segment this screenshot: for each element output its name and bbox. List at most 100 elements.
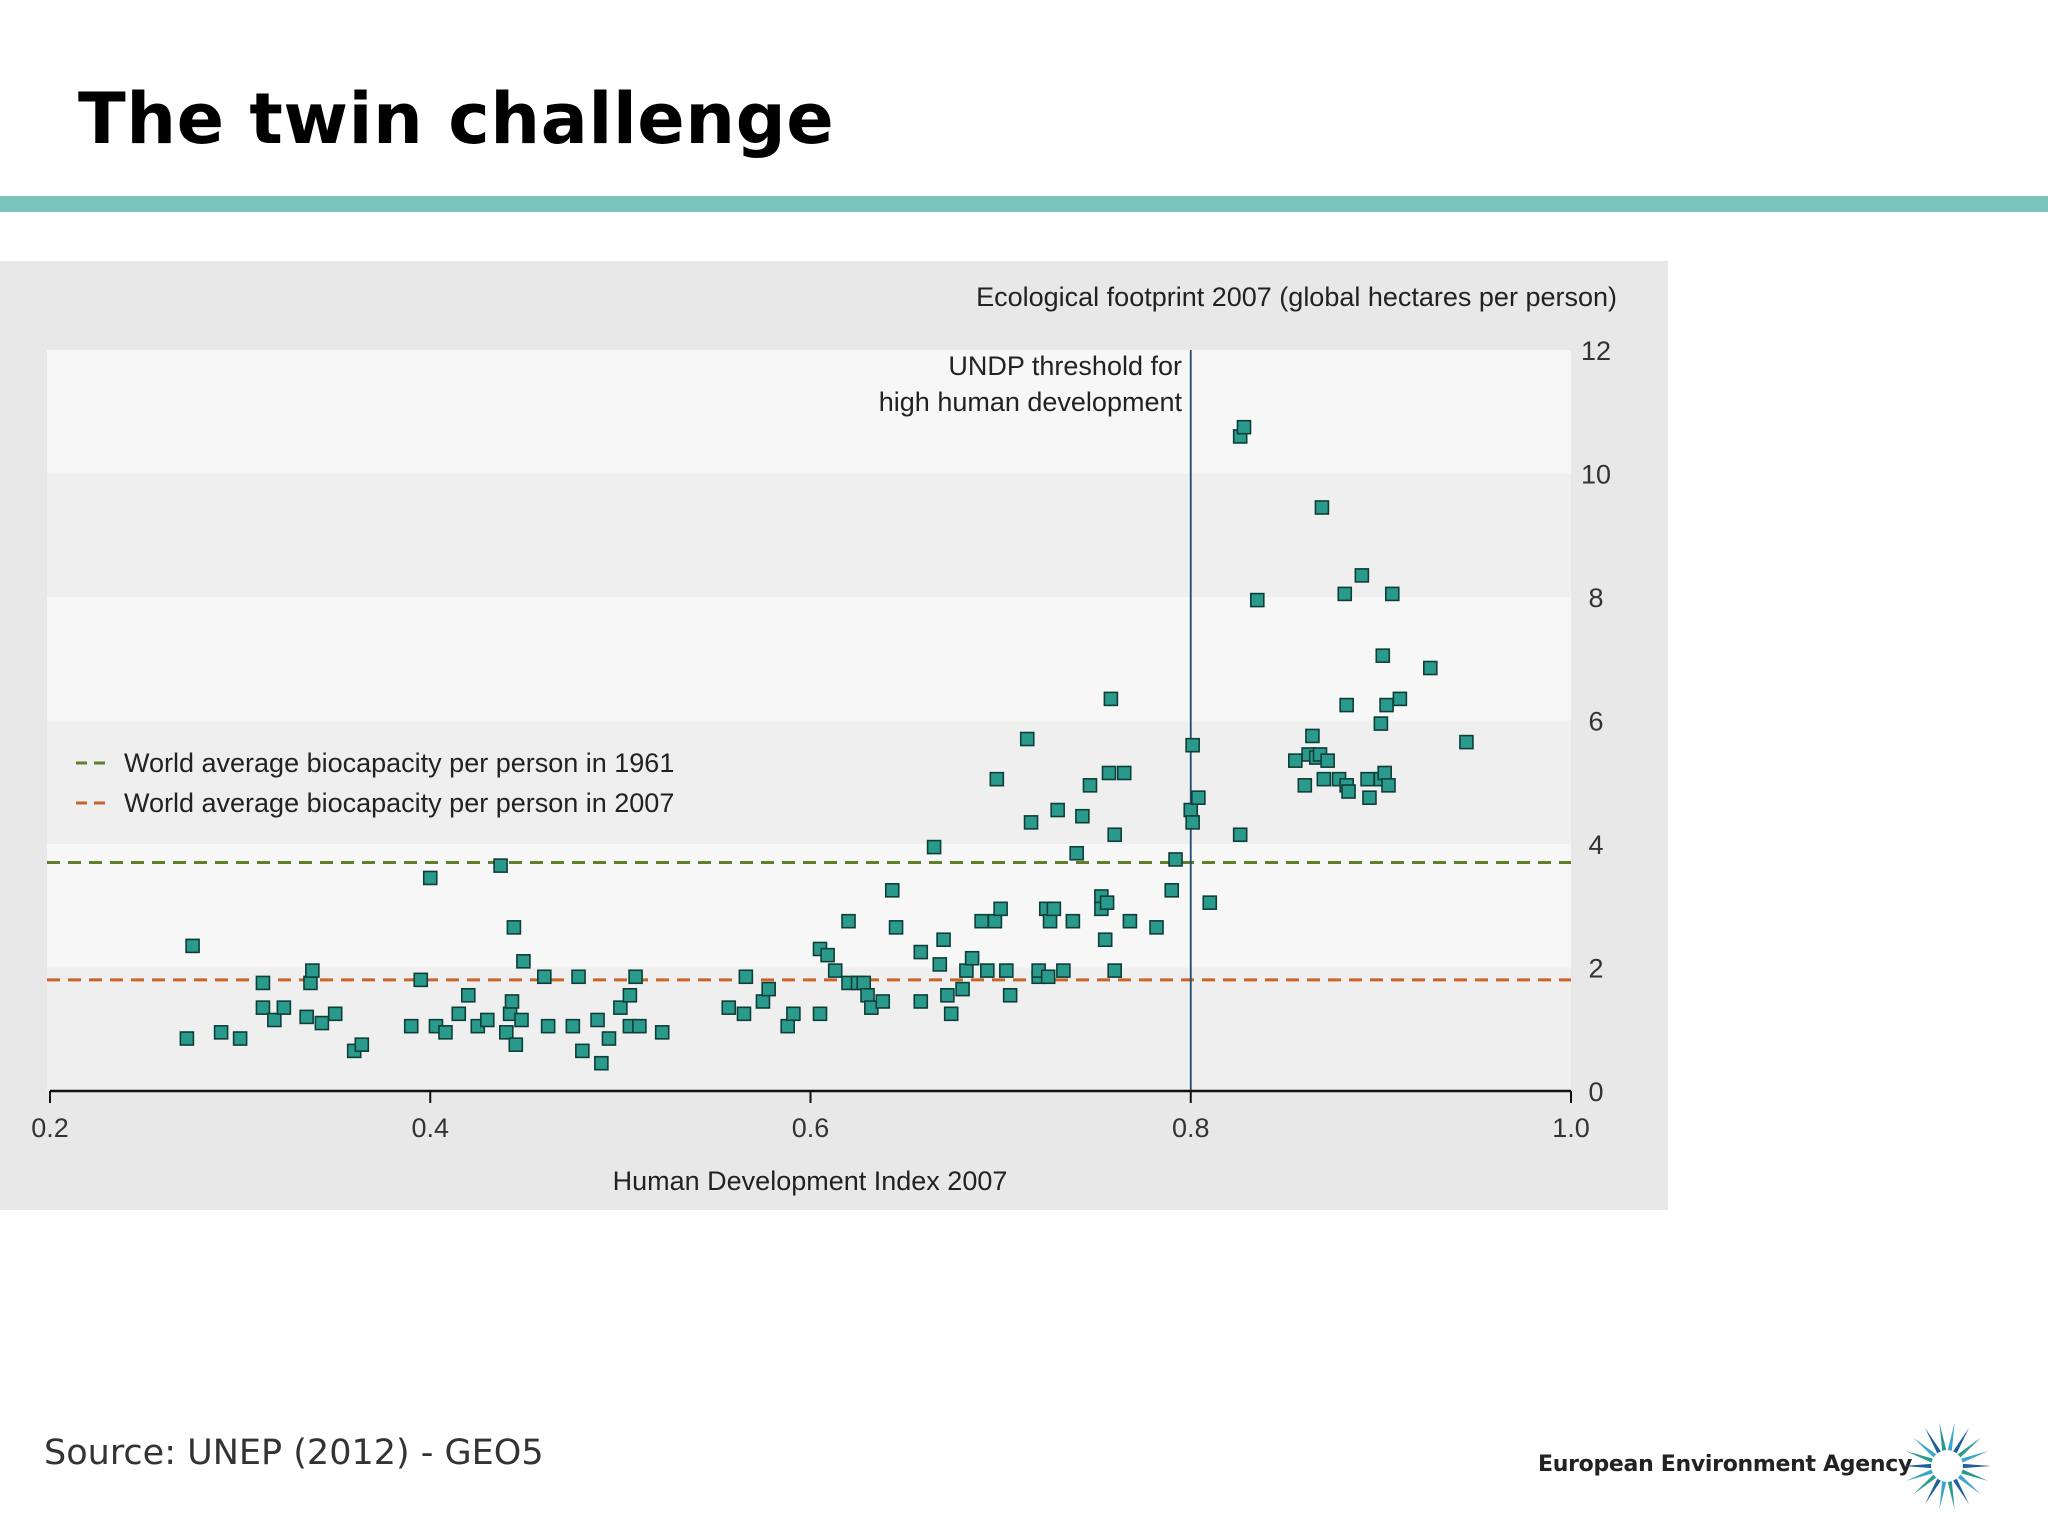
data-point: [1056, 963, 1071, 978]
data-point: [493, 858, 508, 873]
data-point: [860, 987, 875, 1003]
data-point: [508, 1037, 524, 1052]
y-tick-label: 8: [1588, 583, 1603, 613]
data-point: [628, 969, 643, 985]
data-point: [1002, 987, 1018, 1003]
data-point: [875, 994, 891, 1009]
data-point: [327, 1006, 343, 1022]
x-tick-label: 0.4: [411, 1113, 449, 1143]
data-point: [1046, 901, 1062, 917]
data-point: [1236, 419, 1252, 435]
data-point: [959, 963, 974, 978]
data-point: [1360, 771, 1375, 787]
slide-title: The twin challenge: [78, 78, 835, 160]
data-point: [721, 1000, 737, 1015]
plot-band: [47, 350, 1571, 474]
scatter-chart: 0.2 0.4 0.6 0.8 1.0 0 2 4 6 8 10 12 World average b…: [0, 261, 1668, 1210]
data-point: [1107, 827, 1122, 843]
data-point: [856, 975, 872, 991]
data-point: [314, 1015, 330, 1031]
source-note: Source: UNEP (2012) - GEO5: [44, 1433, 544, 1473]
data-point: [571, 969, 586, 985]
data-point: [940, 987, 955, 1003]
data-point: [827, 963, 843, 978]
data-point: [498, 1025, 514, 1040]
data-point: [632, 1018, 647, 1034]
data-point: [1297, 778, 1313, 793]
data-point: [613, 1000, 628, 1015]
data-point: [422, 870, 438, 886]
data-point: [232, 1031, 248, 1046]
data-point: [506, 920, 522, 935]
data-point: [913, 994, 929, 1009]
data-point: [1202, 895, 1218, 910]
chart-canvas: 0.2 0.4 0.6 0.8 1.0 0 2 4 6 8 10 12 World average b…: [0, 261, 1668, 1210]
data-point: [1149, 920, 1164, 935]
data-point: [884, 883, 900, 898]
data-point: [780, 1018, 795, 1034]
data-point: [1339, 697, 1354, 713]
data-point: [1354, 568, 1370, 583]
x-tick-label: 0.2: [31, 1113, 69, 1143]
data-point: [987, 913, 1003, 929]
data-point: [267, 1012, 282, 1028]
data-point: [1185, 737, 1200, 753]
data-point: [575, 1043, 590, 1059]
data-point: [179, 1031, 195, 1046]
data-point: [1341, 784, 1356, 799]
data-point: [1082, 778, 1098, 793]
data-point: [1023, 815, 1039, 830]
data-point: [786, 1006, 801, 1022]
plot-band: [47, 473, 1571, 597]
data-point: [913, 944, 929, 960]
title-divider: [0, 196, 2048, 212]
plot-band: [47, 967, 1571, 1091]
data-point: [276, 1000, 292, 1015]
x-tick-label: 1.0: [1552, 1113, 1590, 1143]
data-point: [305, 963, 320, 978]
legend-entry: World average biocapacity per person in …: [124, 788, 674, 818]
data-point: [514, 1012, 529, 1028]
data-point: [993, 901, 1008, 917]
data-point: [812, 1006, 828, 1022]
data-point: [438, 1025, 453, 1040]
data-point: [1183, 802, 1199, 818]
data-point: [980, 963, 995, 978]
data-point: [964, 950, 980, 966]
data-point: [303, 975, 318, 991]
data-point: [1099, 895, 1115, 910]
data-point: [460, 987, 476, 1003]
x-tick-label: 0.8: [1172, 1113, 1210, 1143]
data-point: [1379, 697, 1394, 713]
data-point: [255, 975, 271, 991]
data-point: [1337, 586, 1353, 602]
data-point: [594, 1055, 609, 1071]
data-point: [1065, 913, 1081, 929]
axes: 0.2 0.4 0.6 0.8 1.0 0 2 4 6 8 10 12: [31, 336, 1611, 1143]
data-point: [565, 1018, 581, 1034]
y-axis-label: Ecological footprint 2007 (global hectar…: [976, 282, 1617, 312]
data-point: [888, 920, 904, 935]
data-point: [654, 1025, 670, 1040]
data-point: [1075, 808, 1090, 824]
eea-logo-text: European Environment Agency: [1538, 1452, 1913, 1477]
data-point: [1185, 815, 1200, 830]
data-point: [516, 954, 531, 969]
data-point: [451, 1006, 467, 1022]
data-point: [955, 981, 970, 997]
reference-lines: [47, 861, 1571, 982]
y-tick-label: 12: [1581, 336, 1611, 366]
data-point: [1373, 716, 1389, 731]
data-point: [1314, 500, 1330, 515]
data-point: [1232, 827, 1248, 843]
data-point: [1320, 753, 1335, 768]
y-tick-label: 2: [1588, 954, 1603, 984]
plot-band: [47, 597, 1571, 721]
data-point: [1249, 592, 1265, 608]
data-point: [936, 932, 951, 948]
data-point: [761, 981, 776, 997]
data-point: [1107, 963, 1122, 978]
data-point: [1050, 802, 1065, 818]
data-point: [1164, 883, 1180, 898]
data-point: [755, 994, 771, 1009]
